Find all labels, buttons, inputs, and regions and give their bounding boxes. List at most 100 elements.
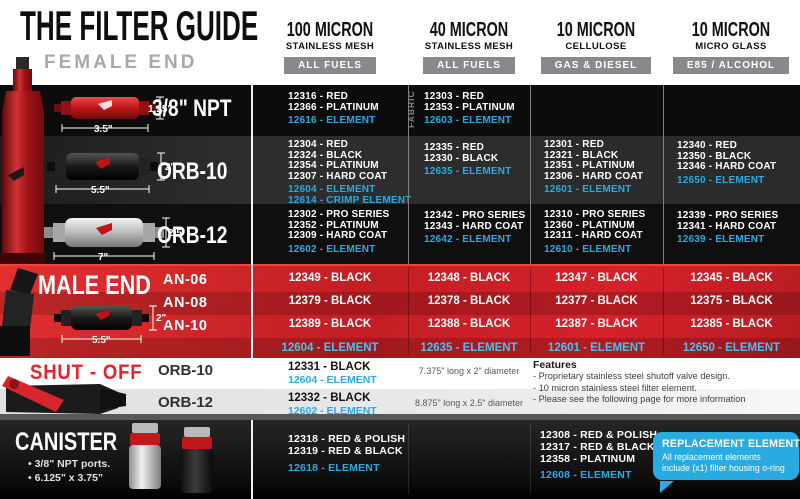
parts-cell: 12318 - RED & POLISH 12319 - RED & BLACK …: [288, 433, 405, 474]
aeromotive-logo: [96, 223, 112, 235]
media-type: MICRO GLASS: [695, 41, 767, 52]
part-number: 12304 - RED: [288, 139, 349, 150]
male-element-cell: 12635 - ELEMENT: [420, 342, 518, 354]
fuel-compatibility-badge: ALL FUELS: [284, 57, 376, 74]
shutoff-part: 12332 - BLACK: [288, 392, 371, 404]
dim-height: 1.25": [148, 104, 172, 115]
element-number: 12601 - ELEMENT: [544, 184, 632, 196]
shutoff-size-note: 8.875" long x 2.5" diameter: [415, 398, 523, 408]
dim-height: 2": [156, 313, 167, 324]
inline-filter-black-image-male: 2" 5.5": [54, 305, 167, 346]
page-title: THE FILTER GUIDE: [20, 2, 259, 49]
shutoff-band: [0, 358, 800, 420]
part-number: 12335 - RED: [424, 142, 485, 153]
male-part-cell: 12345 - BLACK: [690, 272, 773, 284]
shutoff-row-stripe: [0, 389, 800, 418]
fuel-compatibility-badge: E85 / ALCOHOL: [672, 57, 790, 74]
part-number: 12339 - PRO SERIES: [677, 210, 779, 221]
part-number: 12311 - HARD COAT: [544, 230, 643, 242]
male-part-cell: 12349 - BLACK: [288, 272, 372, 284]
micron-rating: 40 MICRON: [429, 19, 509, 41]
canister-filters-product-photo: [129, 423, 213, 493]
row-label-shutoff-orb10: ORB-10: [158, 362, 214, 379]
element-number: 12650 - ELEMENT: [677, 174, 765, 186]
dim-length: 7": [98, 252, 109, 262]
male-part-cell: 12385 - BLACK: [690, 318, 773, 330]
row-label-orb10: ORB-10: [157, 158, 228, 185]
dim-length: 5.5": [92, 335, 111, 346]
micron-rating: 10 MICRON: [691, 19, 771, 41]
row-label-shutoff-orb12: ORB-12: [158, 394, 214, 411]
dim-height: 2.5": [168, 228, 182, 239]
dim-length: 5.5": [91, 185, 110, 196]
male-part-cell: 12387 - BLACK: [555, 318, 638, 330]
shutoff-title: SHUT - OFF: [30, 361, 143, 384]
part-number: 12360 - PLATINUM: [544, 219, 635, 231]
male-part-cell: 12347 - BLACK: [555, 272, 638, 284]
dim-length: 3.5": [94, 124, 113, 134]
part-number: 12321 - BLACK: [544, 149, 619, 161]
male-part-cell: 12378 - BLACK: [427, 295, 511, 307]
male-part-cell: 12388 - BLACK: [427, 318, 511, 330]
parts-cell: 12303 - RED 12353 - PLATINUM 12603 - ELEM…: [424, 91, 515, 127]
part-number: 12341 - HARD COAT: [677, 220, 777, 232]
media-type: STAINLESS MESH: [424, 41, 514, 52]
column-divider: [663, 85, 664, 264]
section-divider-bar: [0, 414, 800, 420]
male-part-cell: 12377 - BLACK: [555, 295, 638, 307]
element-number: 12618 - ELEMENT: [288, 462, 380, 474]
canister-title: CANISTER: [15, 428, 118, 456]
element-number: 12610 - ELEMENT: [544, 243, 632, 255]
male-end-band: [0, 264, 800, 361]
features-title: Features: [533, 359, 577, 371]
feature-item: - Proprietary stainless steel shutoff va…: [533, 371, 730, 381]
part-number: 12310 - PRO SERIES: [544, 209, 646, 220]
part-number: 12309 - HARD COAT: [288, 230, 388, 242]
column-divider-male: [408, 268, 409, 354]
male-part-cell: 12375 - BLACK: [690, 295, 773, 307]
label-column-divider: [251, 420, 253, 499]
parts-cell: 12301 - RED 12321 - BLACK 12351 - PLATINUM…: [544, 139, 643, 196]
element-number: 12614 - CRIMP ELEMENT: [288, 194, 412, 206]
callout-tail: [660, 481, 674, 493]
part-number: 12324 - BLACK: [288, 149, 363, 161]
element-number: 12635 - ELEMENT: [424, 166, 512, 178]
male-row-stripe: [0, 337, 800, 361]
part-number: 12308 - RED & POLISH: [540, 429, 658, 441]
aeromotive-logo: [8, 167, 24, 181]
column-divider-male: [530, 268, 531, 354]
dim-height: 2": [165, 162, 176, 173]
male-end-title: MALE END: [38, 270, 151, 300]
canister-spec-bullet: • 6.125" x 3.75": [28, 472, 103, 484]
parts-cell: 12342 - PRO SERIES 12343 - HARD COAT 1264…: [424, 210, 525, 246]
micron-rating: 10 MICRON: [556, 19, 636, 41]
parts-cell: 12308 - RED & POLISH 12317 - RED & BLACK 1…: [540, 429, 657, 481]
part-number: 12354 - PLATINUM: [288, 160, 379, 172]
element-number: 12642 - ELEMENT: [424, 234, 512, 246]
row-label-an06: AN-06: [163, 272, 208, 288]
label-column-divider: [251, 264, 253, 358]
replacement-elements-callout: REPLACEMENT ELEMENTS All replacement ele…: [653, 432, 800, 481]
male-part-cell: 12379 - BLACK: [288, 295, 372, 307]
part-number: 12351 - PLATINUM: [544, 160, 635, 172]
row-label-orb12: ORB-12: [157, 222, 228, 249]
parts-cell: 12310 - PRO SERIES 12360 - PLATINUM 12311 …: [544, 209, 646, 255]
part-number: 12346 - HARD COAT: [677, 161, 777, 173]
parts-cell: 12339 - PRO SERIES 12341 - HARD COAT 1263…: [677, 210, 779, 246]
column-divider-male: [663, 268, 664, 354]
element-number: 12608 - ELEMENT: [540, 469, 632, 481]
callout-body: All replacement elements include (x1) fi…: [662, 452, 785, 473]
male-part-cell: 12348 - BLACK: [427, 272, 511, 284]
features-block: Features - Proprietary stainless steel s…: [533, 359, 793, 406]
micron-rating: 100 MICRON: [286, 19, 374, 41]
male-element-cell: 12604 - ELEMENT: [281, 342, 379, 354]
column-divider: [530, 85, 531, 264]
aeromotive-logo: [95, 310, 109, 320]
element-number: 12639 - ELEMENT: [677, 234, 765, 246]
parts-cell: 12302 - PRO SERIES 12352 - PLATINUM 12309 …: [288, 209, 389, 255]
column-header-10-micron-microglass: 10 MICRON MICRO GLASS E85 / ALCOHOL: [664, 20, 798, 74]
column-header-100-micron: 100 MICRON STAINLESS MESH ALL FUELS: [255, 20, 405, 74]
an-fitting-product-photo: [0, 268, 38, 356]
element-number: 12602 - ELEMENT: [288, 243, 376, 255]
